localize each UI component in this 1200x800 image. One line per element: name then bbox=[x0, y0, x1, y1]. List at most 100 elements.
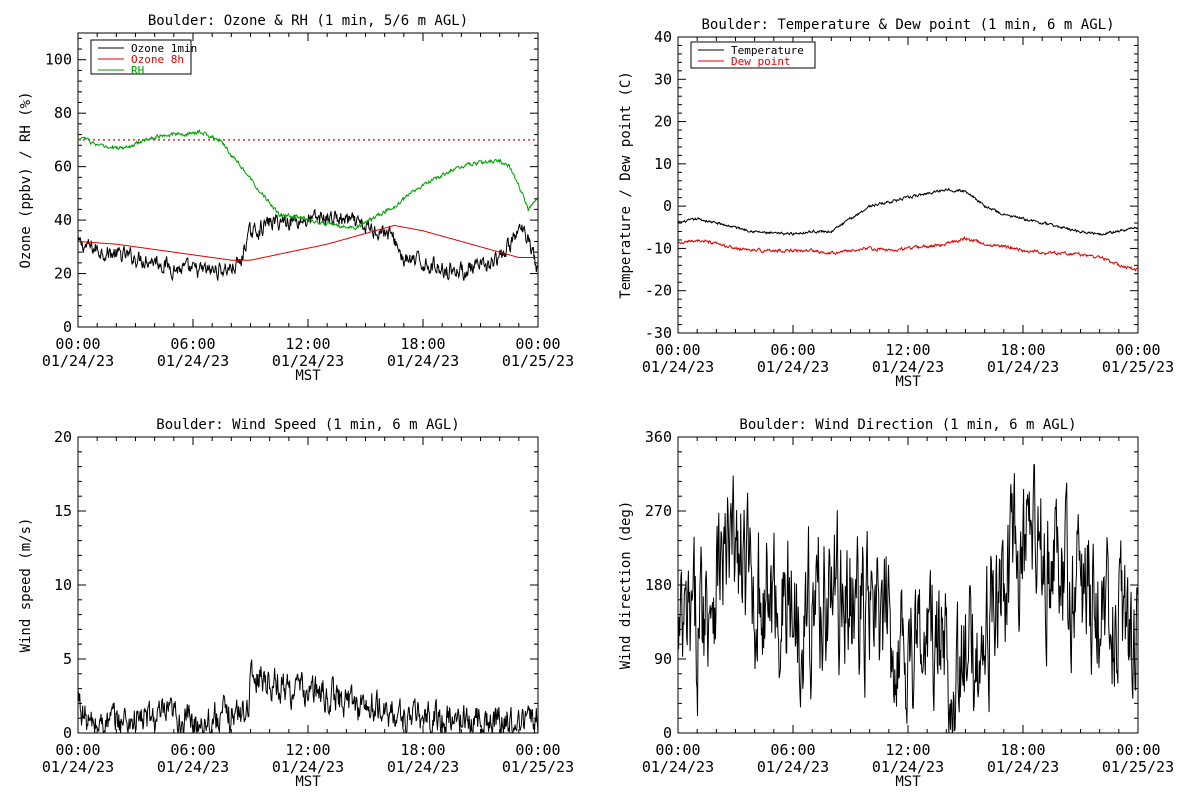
x-tick-date: 01/24/23 bbox=[987, 358, 1059, 376]
x-tick-time: 00:00 bbox=[1115, 741, 1160, 759]
x-tick-time: 00:00 bbox=[655, 741, 700, 759]
y-tick-label: 20 bbox=[54, 265, 72, 283]
x-tick-time: 00:00 bbox=[515, 335, 560, 353]
legend-box bbox=[90, 39, 192, 75]
y-tick-label: 20 bbox=[654, 113, 672, 131]
x-tick-time: 12:00 bbox=[885, 341, 930, 359]
y-tick-label: 0 bbox=[63, 724, 72, 742]
x-tick-date: 01/24/23 bbox=[872, 358, 944, 376]
y-tick-label: 0 bbox=[663, 197, 672, 215]
x-tick-date: 01/24/23 bbox=[872, 758, 944, 776]
x-tick-time: 00:00 bbox=[655, 341, 700, 359]
chart-title: Boulder: Wind Speed (1 min, 6 m AGL) bbox=[156, 417, 459, 433]
x-tick-date: 01/24/23 bbox=[272, 758, 344, 776]
x-tick-date: 01/25/23 bbox=[1102, 758, 1174, 776]
x-tick-date: 01/24/23 bbox=[387, 758, 459, 776]
chart-title: Boulder: Ozone & RH (1 min, 5/6 m AGL) bbox=[148, 13, 468, 29]
legend-box bbox=[690, 41, 816, 69]
y-tick-label: 360 bbox=[645, 428, 672, 446]
y-tick-label: 0 bbox=[63, 318, 72, 336]
x-tick-date: 01/24/23 bbox=[42, 352, 114, 370]
x-tick-time: 06:00 bbox=[170, 741, 215, 759]
y-tick-label: 30 bbox=[654, 70, 672, 88]
series-line-rh bbox=[78, 128, 538, 231]
y-axis-label: Wind direction (deg) bbox=[618, 501, 634, 670]
x-tick-time: 18:00 bbox=[400, 335, 445, 353]
x-tick-date: 01/25/23 bbox=[1102, 358, 1174, 376]
plot-frame bbox=[677, 436, 1139, 734]
y-tick-label: 90 bbox=[654, 650, 672, 668]
y-tick-label: 80 bbox=[54, 104, 72, 122]
x-axis-label: MST bbox=[295, 774, 321, 790]
x-tick-time: 18:00 bbox=[1000, 741, 1045, 759]
y-tick-label: -20 bbox=[645, 282, 672, 300]
x-tick-date: 01/24/23 bbox=[42, 758, 114, 776]
x-tick-date: 01/25/23 bbox=[502, 758, 574, 776]
x-tick-time: 00:00 bbox=[515, 741, 560, 759]
y-tick-label: 0 bbox=[663, 724, 672, 742]
x-tick-time: 18:00 bbox=[400, 741, 445, 759]
y-tick-label: -10 bbox=[645, 239, 672, 257]
x-tick-date: 01/24/23 bbox=[157, 758, 229, 776]
series-line-panel4 bbox=[678, 464, 1138, 733]
y-tick-label: 270 bbox=[645, 502, 672, 520]
x-tick-date: 01/24/23 bbox=[387, 352, 459, 370]
y-tick-label: 100 bbox=[45, 51, 72, 69]
plot-frame bbox=[677, 36, 1139, 334]
x-tick-time: 06:00 bbox=[770, 741, 815, 759]
y-tick-label: 40 bbox=[54, 211, 72, 229]
x-tick-date: 01/24/23 bbox=[757, 758, 829, 776]
y-tick-label: 10 bbox=[654, 155, 672, 173]
y-tick-label: 40 bbox=[654, 28, 672, 46]
x-tick-date: 01/24/23 bbox=[757, 358, 829, 376]
legend-label: Ozone 1min bbox=[131, 42, 197, 55]
y-tick-label: 20 bbox=[54, 428, 72, 446]
x-tick-date: 01/24/23 bbox=[642, 358, 714, 376]
chart-panel-3: Boulder: Wind Speed (1 min, 6 m AGL) 0 5 10… bbox=[18, 417, 574, 790]
legend-label: Temperature bbox=[731, 44, 804, 57]
y-axis-label: Ozone (ppbv) / RH (%) bbox=[18, 91, 34, 268]
legend-label: Dew point bbox=[731, 55, 791, 68]
y-tick-label: 60 bbox=[54, 158, 72, 176]
x-tick-time: 12:00 bbox=[285, 741, 330, 759]
chart-panel-1: Boulder: Ozone & RH (1 min, 5/6 m AGL) 0 2… bbox=[18, 13, 574, 384]
x-tick-time: 00:00 bbox=[55, 335, 100, 353]
chart-panel-2: Boulder: Temperature & Dew point (1 min,… bbox=[618, 17, 1174, 390]
series-line-ozone-8h bbox=[78, 224, 538, 261]
x-axis-label: MST bbox=[295, 368, 321, 384]
series-line-panel3 bbox=[78, 659, 538, 733]
series-line-dew-point bbox=[678, 235, 1138, 272]
x-tick-date: 01/24/23 bbox=[987, 758, 1059, 776]
x-tick-time: 06:00 bbox=[170, 335, 215, 353]
legend-label: Ozone 8h bbox=[131, 53, 184, 66]
legend-label: RH bbox=[131, 64, 144, 77]
x-tick-date: 01/24/23 bbox=[642, 758, 714, 776]
chart-panel-4: Boulder: Wind Direction (1 min, 6 m AGL)… bbox=[618, 417, 1174, 790]
chart-title: Boulder: Wind Direction (1 min, 6 m AGL) bbox=[739, 417, 1076, 433]
x-tick-time: 00:00 bbox=[1115, 341, 1160, 359]
y-tick-label: -30 bbox=[645, 324, 672, 342]
x-tick-date: 01/24/23 bbox=[272, 352, 344, 370]
x-tick-date: 01/24/23 bbox=[157, 352, 229, 370]
x-tick-time: 18:00 bbox=[1000, 341, 1045, 359]
x-tick-time: 06:00 bbox=[770, 341, 815, 359]
x-tick-time: 12:00 bbox=[285, 335, 330, 353]
x-tick-time: 12:00 bbox=[885, 741, 930, 759]
x-axis-label: MST bbox=[895, 374, 921, 390]
series-line-temperature bbox=[678, 187, 1138, 237]
plot-frame bbox=[77, 32, 539, 328]
y-tick-label: 10 bbox=[54, 576, 72, 594]
x-axis-label: MST bbox=[895, 774, 921, 790]
y-tick-label: 15 bbox=[54, 502, 72, 520]
x-tick-time: 00:00 bbox=[55, 741, 100, 759]
y-axis-label: Wind speed (m/s) bbox=[18, 518, 34, 653]
y-tick-label: 5 bbox=[63, 650, 72, 668]
y-tick-label: 180 bbox=[645, 576, 672, 594]
y-axis-label: Temperature / Dew point (C) bbox=[618, 71, 634, 299]
chart-title: Boulder: Temperature & Dew point (1 min,… bbox=[701, 17, 1114, 33]
plot-frame bbox=[77, 436, 539, 734]
x-tick-date: 01/25/23 bbox=[502, 352, 574, 370]
